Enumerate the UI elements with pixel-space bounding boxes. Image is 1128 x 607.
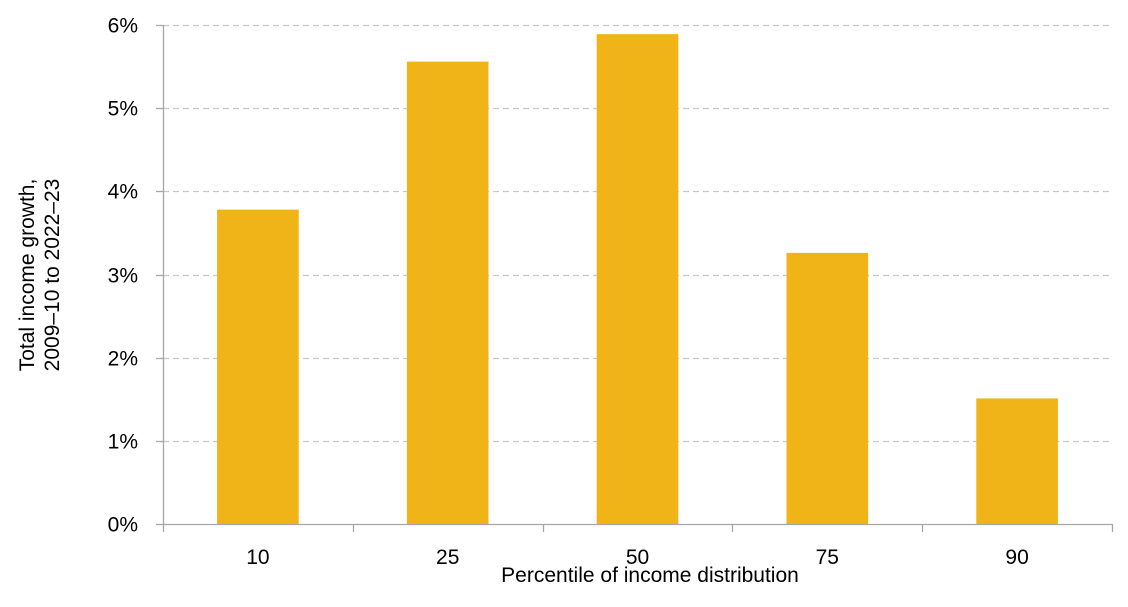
y-tick-label: 3% (108, 265, 138, 288)
y-axis-title: Total income growth, 2009–10 to 2022–23 (16, 179, 64, 372)
y-tick-labels: 0% 1% 2% 3% 4% 5% 6% (108, 15, 138, 537)
bars (217, 34, 1058, 525)
y-tick-label: 2% (108, 348, 138, 371)
y-tick-label: 5% (108, 98, 138, 121)
bar-75 (786, 252, 869, 525)
bar-90 (976, 398, 1058, 524)
x-tick-label: 90 (1005, 546, 1028, 569)
x-tick-labels: 10 25 50 75 90 (246, 546, 1029, 569)
x-tick-label: 25 (436, 546, 459, 569)
y-tick-label: 1% (108, 431, 138, 454)
y-tick-label: 4% (108, 181, 138, 204)
x-axis-title: Percentile of income distribution (501, 564, 799, 587)
y-tick-label: 6% (108, 15, 138, 38)
y-axis-title-line-2: 2009–10 to 2022–23 (41, 179, 64, 372)
x-tick-label: 50 (626, 546, 649, 569)
bar-10 (217, 209, 299, 524)
axes (156, 24, 1114, 532)
y-axis-title-line-1: Total income growth, (16, 179, 39, 372)
x-tick-label: 75 (816, 546, 839, 569)
x-tick-label: 10 (246, 546, 269, 569)
y-tick-label: 0% (108, 514, 138, 537)
bar-50 (596, 34, 679, 524)
bar-25 (406, 61, 489, 525)
